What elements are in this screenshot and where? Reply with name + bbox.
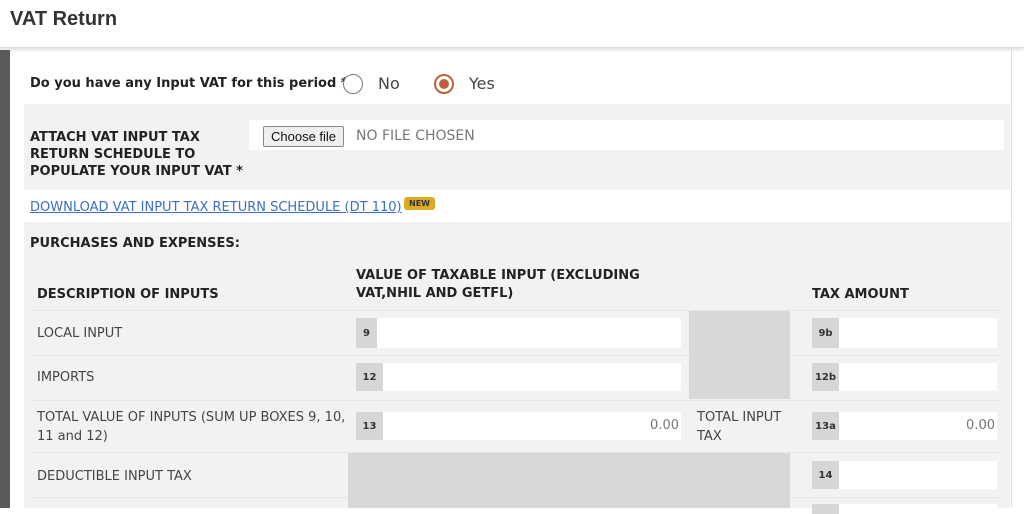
box-13-label: 13 <box>356 412 383 440</box>
row-deductible-label: DEDUCTIBLE INPUT TAX <box>37 469 192 484</box>
attach-label: ATTACH VAT INPUT TAX RETURN SCHEDULE TO … <box>30 129 243 180</box>
box-13-input[interactable]: 0.00 <box>383 412 681 440</box>
input-vat-question: Do you have any Input VAT for this perio… <box>30 76 348 91</box>
divider <box>30 310 1000 311</box>
box-12b-input[interactable] <box>839 363 997 391</box>
box-12-input[interactable] <box>383 363 681 391</box>
choose-file-button[interactable]: Choose file <box>263 126 345 147</box>
row-local-input-label: LOCAL INPUT <box>37 326 123 341</box>
box-13a-label: 13a <box>812 412 839 440</box>
box-12b-label: 12b <box>812 363 839 391</box>
next-box-input[interactable] <box>839 504 997 514</box>
purchases-heading: PURCHASES AND EXPENSES: <box>30 236 240 251</box>
disabled-cell <box>348 453 790 508</box>
col-description: DESCRIPTION OF INPUTS <box>37 287 219 302</box>
attach-label-line: RETURN SCHEDULE TO <box>30 147 196 162</box>
disabled-cell <box>689 311 790 399</box>
box-14-label: 14 <box>812 461 839 489</box>
next-box-label <box>812 504 839 514</box>
divider <box>30 355 1000 356</box>
col-value-line: VALUE OF TAXABLE INPUT (EXCLUDING <box>356 268 640 283</box>
radio-yes[interactable] <box>434 74 454 94</box>
box-12-label: 12 <box>356 363 383 391</box>
col-value-line: VAT,NHIL AND GETFL) <box>356 286 514 301</box>
right-border <box>1011 50 1012 508</box>
row-imports-label: IMPORTS <box>37 370 95 385</box>
total-input-tax-line: TAX <box>697 429 722 444</box>
row-total-line: 11 and 12) <box>37 429 108 444</box>
attach-label-line: ATTACH VAT INPUT TAX <box>30 130 200 145</box>
box-14-input[interactable] <box>839 461 997 489</box>
page-header <box>0 0 1024 48</box>
total-input-tax-line: TOTAL INPUT <box>697 410 782 425</box>
radio-no[interactable] <box>343 74 363 94</box>
box-9-input[interactable] <box>377 318 681 348</box>
attach-label-line: POPULATE YOUR INPUT VAT * <box>30 164 243 179</box>
file-input[interactable] <box>249 120 1004 150</box>
box-9-label: 9 <box>356 318 377 348</box>
radio-no-label[interactable]: No <box>378 74 400 93</box>
total-input-tax-label: TOTAL INPUT TAX <box>697 408 781 446</box>
box-13a-input[interactable]: 0.00 <box>839 412 997 440</box>
file-status: NO FILE CHOSEN <box>356 128 475 144</box>
divider <box>30 400 1000 401</box>
new-badge: NEW <box>404 197 435 210</box>
divider <box>30 452 1000 453</box>
page-title: VAT Return <box>10 8 118 30</box>
download-schedule-link[interactable]: DOWNLOAD VAT INPUT TAX RETURN SCHEDULE (… <box>30 200 402 215</box>
row-total-inputs-label: TOTAL VALUE OF INPUTS (SUM UP BOXES 9, 1… <box>37 408 345 446</box>
col-tax: TAX AMOUNT <box>812 287 909 302</box>
box-9b-input[interactable] <box>839 318 997 348</box>
row-total-line: TOTAL VALUE OF INPUTS (SUM UP BOXES 9, 1… <box>37 410 346 425</box>
col-value: VALUE OF TAXABLE INPUT (EXCLUDING VAT,NH… <box>356 267 640 303</box>
radio-yes-label[interactable]: Yes <box>469 74 495 93</box>
box-9b-label: 9b <box>812 318 839 348</box>
left-accent-bar <box>0 50 10 508</box>
